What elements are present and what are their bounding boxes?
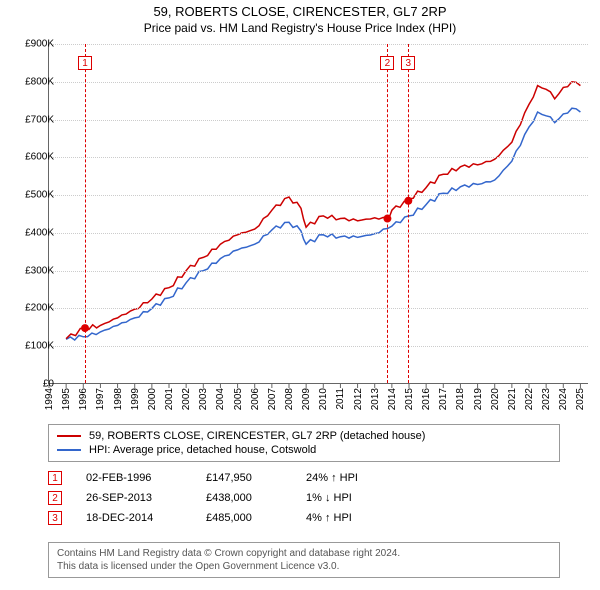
footer-line: Contains HM Land Registry data © Crown c…: [57, 547, 551, 560]
event-date: 02-FEB-1996: [86, 472, 206, 484]
event-vline: [85, 44, 86, 383]
event-row: 1 02-FEB-1996£147,95024% ↑ HPI: [48, 468, 560, 488]
x-tick-label: 2002: [181, 388, 192, 410]
event-marker-box: 1: [78, 56, 92, 70]
x-tick-label: 2018: [455, 388, 466, 410]
x-tick-label: 2012: [353, 388, 364, 410]
event-date: 26-SEP-2013: [86, 492, 206, 504]
event-marker-box: 2: [380, 56, 394, 70]
legend-row: 59, ROBERTS CLOSE, CIRENCESTER, GL7 2RP …: [57, 429, 551, 443]
x-tick-label: 2001: [164, 388, 175, 410]
event-marker: 1: [48, 471, 62, 485]
x-tick-label: 2017: [438, 388, 449, 410]
y-tick-label: £200K: [8, 303, 54, 314]
event-delta: 1% ↓ HPI: [306, 492, 396, 504]
y-tick-label: £300K: [8, 265, 54, 276]
gridline-h: [49, 82, 588, 83]
x-tick-label: 2025: [575, 388, 586, 410]
x-tick-label: 2006: [250, 388, 261, 410]
event-price: £485,000: [206, 512, 306, 524]
legend: 59, ROBERTS CLOSE, CIRENCESTER, GL7 2RP …: [48, 424, 560, 462]
event-delta: 24% ↑ HPI: [306, 472, 396, 484]
event-vline: [408, 44, 409, 383]
attribution-footer: Contains HM Land Registry data © Crown c…: [48, 542, 560, 578]
x-tick-label: 1996: [78, 388, 89, 410]
gridline-h: [49, 233, 588, 234]
x-tick-label: 2023: [541, 388, 552, 410]
event-delta: 4% ↑ HPI: [306, 512, 396, 524]
event-marker: 2: [48, 491, 62, 505]
x-tick-label: 2008: [284, 388, 295, 410]
event-marker-box: 3: [401, 56, 415, 70]
x-tick-label: 2015: [404, 388, 415, 410]
y-tick-label: £600K: [8, 152, 54, 163]
event-date: 18-DEC-2014: [86, 512, 206, 524]
plot-svg: [49, 44, 588, 383]
footer-line: This data is licensed under the Open Gov…: [57, 560, 551, 573]
chart-title: 59, ROBERTS CLOSE, CIRENCESTER, GL7 2RP: [0, 4, 600, 19]
x-tick-label: 2014: [387, 388, 398, 410]
x-tick-label: 2011: [335, 388, 346, 410]
x-tick-label: 2010: [318, 388, 329, 410]
event-row: 3 18-DEC-2014£485,0004% ↑ HPI: [48, 508, 560, 528]
title-block: 59, ROBERTS CLOSE, CIRENCESTER, GL7 2RP …: [0, 0, 600, 35]
x-tick-label: 2024: [558, 388, 569, 410]
legend-label: 59, ROBERTS CLOSE, CIRENCESTER, GL7 2RP …: [89, 430, 425, 442]
x-tick-label: 1994: [44, 388, 55, 410]
x-tick-label: 1997: [95, 388, 106, 410]
y-tick-label: £100K: [8, 341, 54, 352]
event-marker: 3: [48, 511, 62, 525]
x-tick-label: 1998: [113, 388, 124, 410]
x-tick-label: 1999: [130, 388, 141, 410]
event-price: £438,000: [206, 492, 306, 504]
chart-subtitle: Price paid vs. HM Land Registry's House …: [0, 21, 600, 35]
event-row: 2 26-SEP-2013£438,0001% ↓ HPI: [48, 488, 560, 508]
x-tick-label: 2004: [215, 388, 226, 410]
y-tick-label: £800K: [8, 76, 54, 87]
y-tick-label: £500K: [8, 190, 54, 201]
x-axis-labels: 1994199519961997199819992000200120022003…: [48, 386, 588, 420]
events-table: 1 02-FEB-1996£147,95024% ↑ HPI 2 26-SEP-201…: [48, 468, 560, 528]
event-vline: [387, 44, 388, 383]
y-tick-label: £900K: [8, 39, 54, 50]
legend-label: HPI: Average price, detached house, Cots…: [89, 444, 316, 456]
chart-container: 59, ROBERTS CLOSE, CIRENCESTER, GL7 2RP …: [0, 0, 600, 590]
series-hpi: [66, 108, 580, 340]
gridline-h: [49, 308, 588, 309]
x-tick-label: 1995: [61, 388, 72, 410]
legend-swatch: [57, 435, 81, 437]
x-tick-label: 2019: [473, 388, 484, 410]
x-tick-label: 2000: [147, 388, 158, 410]
x-tick-label: 2007: [267, 388, 278, 410]
y-tick-label: £400K: [8, 227, 54, 238]
x-tick-label: 2020: [490, 388, 501, 410]
x-tick-label: 2013: [370, 388, 381, 410]
x-tick-label: 2022: [524, 388, 535, 410]
y-tick-label: £0: [8, 379, 54, 390]
plot-area: 1 23: [48, 44, 588, 384]
x-tick-label: 2005: [233, 388, 244, 410]
gridline-h: [49, 120, 588, 121]
gridline-h: [49, 195, 588, 196]
x-tick-label: 2016: [421, 388, 432, 410]
gridline-h: [49, 271, 588, 272]
y-tick-label: £700K: [8, 114, 54, 125]
x-tick-label: 2009: [301, 388, 312, 410]
gridline-h: [49, 157, 588, 158]
gridline-h: [49, 346, 588, 347]
legend-row: HPI: Average price, detached house, Cots…: [57, 443, 551, 457]
gridline-h: [49, 44, 588, 45]
x-tick-label: 2021: [507, 388, 518, 410]
x-tick-label: 2003: [198, 388, 209, 410]
legend-swatch: [57, 449, 81, 451]
event-price: £147,950: [206, 472, 306, 484]
